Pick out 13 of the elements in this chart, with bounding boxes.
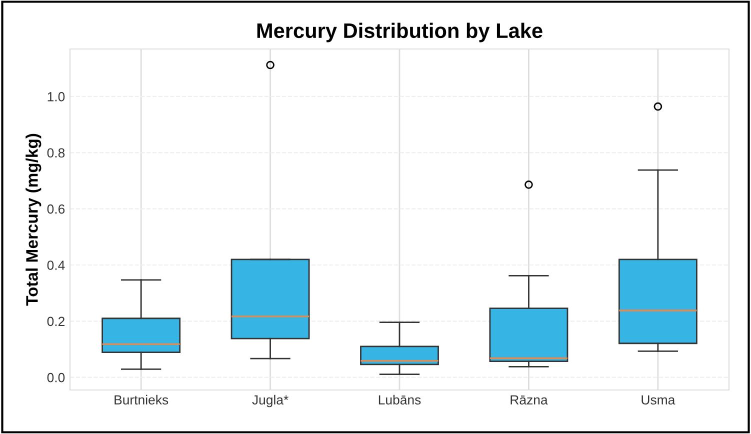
y-tick-label: 0.0 xyxy=(47,372,65,382)
y-axis-title: Total Mercury (mg/kg) xyxy=(26,134,42,306)
y-tick-label: 0.2 xyxy=(47,316,64,326)
y-tick-label: 1.0 xyxy=(48,92,65,102)
y-tick-label: 0.6 xyxy=(47,204,65,214)
x-tick-label: Jugla* xyxy=(252,394,288,408)
y-tick-label: 0.4 xyxy=(47,260,65,270)
x-tick-label: Usma xyxy=(642,395,676,405)
chart-title: Mercury Distribution by Lake xyxy=(257,22,542,42)
x-tick-label: Rāzna xyxy=(510,395,548,405)
x-tick-label: Burtnieks xyxy=(114,394,168,405)
y-tick-label: 0.8 xyxy=(47,148,65,158)
x-tick-label: Lubāns xyxy=(378,394,421,405)
